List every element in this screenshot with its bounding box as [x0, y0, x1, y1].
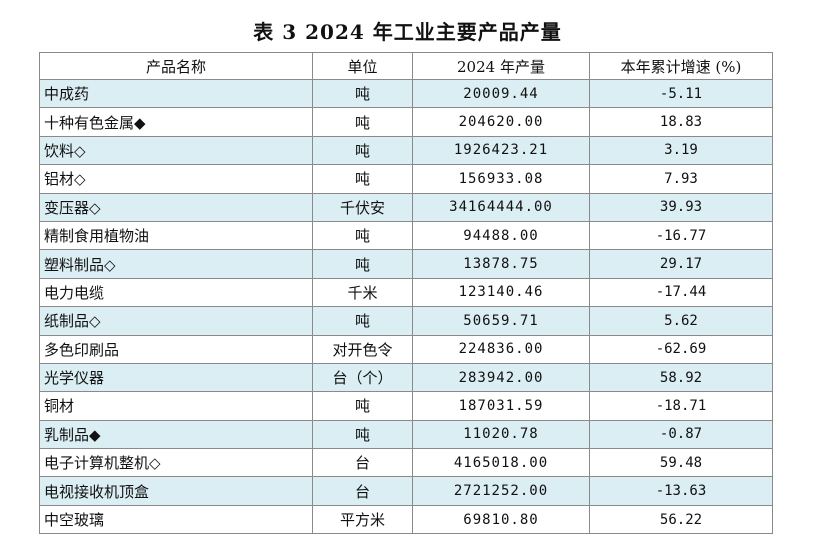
product-name-cell: 变压器◇	[39, 192, 313, 222]
column-header-production: 2024 年产量	[412, 52, 590, 80]
product-name-cell: 电视接收机顶盒	[39, 476, 313, 506]
growth-cell: 7.93	[589, 164, 773, 194]
unit-cell: 吨	[312, 419, 413, 450]
table-row: 铜材吨 187031.59 -18.71	[39, 391, 773, 421]
product-name-cell: 乳制品◆	[39, 419, 313, 450]
unit-cell: 吨	[312, 164, 413, 194]
growth-cell: 3.19	[589, 135, 773, 166]
production-cell: 13878.75	[412, 249, 590, 279]
production-cell: 94488.00	[412, 220, 590, 251]
production-cell: 123140.46	[412, 277, 590, 308]
table-row: 中空玻璃 平方米 69810.80 56.22	[39, 504, 773, 535]
production-cell: 283942.00	[412, 362, 590, 393]
production-cell: 11020.78	[412, 419, 590, 450]
growth-cell: -5.11	[589, 78, 773, 109]
table-row: 电力电缆 千米 123140.46 -17.44	[39, 277, 773, 308]
growth-cell: 58.92	[589, 362, 773, 393]
unit-cell: 吨	[312, 391, 413, 421]
table-row: 变压器◇ 千伏安 34164444.00 39.93	[39, 192, 773, 222]
table-row: 十种有色金属◆ 吨 204620.00 18.83	[39, 107, 773, 137]
unit-cell: 吨	[312, 135, 413, 166]
growth-cell: 56.22	[589, 504, 773, 535]
column-header-product: 产品名称	[39, 52, 313, 80]
table-row: 光学仪器 台（个） 283942.00 58.92	[39, 362, 773, 393]
table-title: 表 3 2024 年工业主要产品产量	[253, 20, 562, 44]
growth-cell: -62.69	[589, 334, 773, 364]
growth-cell: -17.44	[589, 277, 773, 308]
unit-cell: 台（个）	[312, 362, 413, 393]
table-row: 纸制品◇ 吨 50659.71 5.62	[39, 306, 773, 336]
product-name-cell: 多色印刷品	[39, 334, 313, 364]
unit-cell: 千伏安	[312, 192, 413, 222]
product-name-cell: 电力电缆	[39, 277, 313, 308]
growth-cell: -18.71	[589, 391, 773, 421]
production-cell: 20009.44	[412, 78, 590, 109]
table-row: 电视接收机顶盒台 2721252.00 -13.63	[39, 476, 773, 506]
product-name-cell: 铝材◇	[39, 164, 313, 194]
table-row: 塑料制品◇ 吨 13878.75 29.17	[39, 249, 773, 279]
product-name-cell: 光学仪器	[39, 362, 313, 393]
unit-cell: 吨	[312, 220, 413, 251]
product-name-cell: 铜材	[39, 391, 313, 421]
growth-cell: 5.62	[589, 306, 773, 336]
growth-cell: -13.63	[589, 476, 773, 506]
unit-cell: 吨	[312, 78, 413, 109]
unit-cell: 吨	[312, 249, 413, 279]
unit-cell: 台	[312, 476, 413, 506]
production-cell: 4165018.00	[412, 448, 590, 478]
product-name-cell: 饮料◇	[39, 135, 313, 166]
column-header-growth: 本年累计增速 (%)	[589, 52, 773, 80]
production-cell: 50659.71	[412, 306, 590, 336]
production-cell: 187031.59	[412, 391, 590, 421]
table-row: 中成药吨 20009.44 -5.11	[39, 78, 773, 109]
table-row: 饮料◇ 吨 1926423.21 3.19	[39, 135, 773, 166]
unit-cell: 对开色令	[312, 334, 413, 364]
growth-cell: 59.48	[589, 448, 773, 478]
growth-cell: 29.17	[589, 249, 773, 279]
table-row: 电子计算机整机◇ 台 4165018.00 59.48	[39, 448, 773, 478]
production-cell: 1926423.21	[412, 135, 590, 166]
unit-cell: 平方米	[312, 504, 413, 535]
product-name-cell: 塑料制品◇	[39, 249, 313, 279]
product-name-cell: 中成药	[39, 78, 313, 109]
production-cell: 34164444.00	[412, 192, 590, 222]
table-row: 精制食用植物油吨 94488.00 -16.77	[39, 220, 773, 251]
unit-cell: 台	[312, 448, 413, 478]
production-cell: 2721252.00	[412, 476, 590, 506]
growth-cell: -16.77	[589, 220, 773, 251]
growth-cell: -0.87	[589, 419, 773, 450]
production-cell: 69810.80	[412, 504, 590, 535]
table-header-row: 产品名称 单位 2024 年产量 本年累计增速 (%)	[39, 52, 773, 80]
product-name-cell: 中空玻璃	[39, 504, 313, 535]
growth-cell: 39.93	[589, 192, 773, 222]
table-row: 铝材◇ 吨 156933.08 7.93	[39, 164, 773, 194]
table-row: 多色印刷品 对开色令 224836.00 -62.69	[39, 334, 773, 364]
product-name-cell: 十种有色金属◆	[39, 107, 313, 137]
product-name-cell: 纸制品◇	[39, 306, 313, 336]
column-header-unit: 单位	[312, 52, 413, 80]
table-row: 乳制品◆ 吨 11020.78 -0.87	[39, 419, 773, 450]
product-name-cell: 电子计算机整机◇	[39, 448, 313, 478]
production-cell: 204620.00	[412, 107, 590, 137]
product-name-cell: 精制食用植物油	[39, 220, 313, 251]
production-cell: 156933.08	[412, 164, 590, 194]
unit-cell: 吨	[312, 107, 413, 137]
industrial-output-table: 产品名称 单位 2024 年产量 本年累计增速 (%) 中成药吨 20009.44…	[39, 52, 773, 535]
unit-cell: 吨	[312, 306, 413, 336]
production-cell: 224836.00	[412, 334, 590, 364]
unit-cell: 千米	[312, 277, 413, 308]
growth-cell: 18.83	[589, 107, 773, 137]
